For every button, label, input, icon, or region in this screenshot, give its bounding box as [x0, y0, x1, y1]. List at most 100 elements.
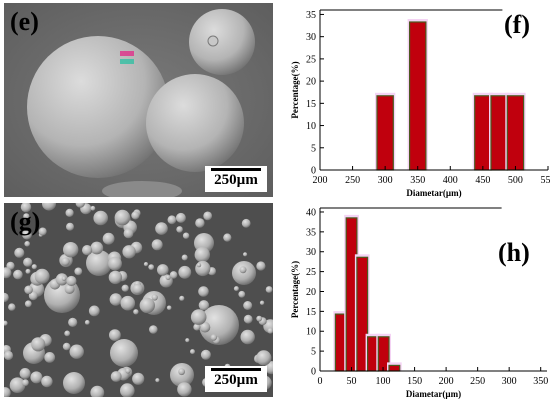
x-tick-label: 300: [378, 175, 393, 186]
sem-particle: [110, 339, 138, 367]
sem-particle: [75, 203, 85, 208]
sem-particle: [24, 285, 33, 295]
sem-particle: [238, 290, 246, 298]
bar: [490, 95, 508, 171]
sem-particle: [63, 372, 85, 394]
sem-particle: [22, 379, 29, 387]
sem-particle: [61, 276, 67, 281]
y-tick-label: 5: [311, 143, 316, 154]
y-tick-label: 10: [306, 327, 316, 338]
sem-particle: [34, 268, 50, 284]
sem-particle: [66, 275, 77, 287]
y-tick-label: 20: [306, 77, 316, 88]
sem-particle: [132, 372, 145, 385]
sem-particle: [267, 327, 273, 334]
sem-particle: [25, 268, 31, 274]
sem-particle: [8, 303, 16, 311]
sem-particle: [148, 264, 155, 270]
sem-particle: [195, 260, 211, 277]
sem-particle: [190, 309, 207, 325]
x-tick-label: 400: [443, 175, 458, 186]
sem-particle: [200, 349, 211, 360]
y-tick-label: 25: [306, 54, 316, 65]
sem-particle: [256, 315, 263, 322]
y-axis-label: Percentage(%): [290, 261, 300, 318]
x-axis-label: Diametar(µm): [406, 188, 461, 198]
sem-particle: [61, 257, 70, 266]
y-tick-label: 40: [306, 207, 316, 218]
sem-particle: [181, 254, 188, 261]
x-tick-label: 350: [410, 175, 425, 186]
x-tick-label: 100: [376, 376, 391, 387]
sem-particle: [4, 350, 14, 361]
sem-particle: [199, 305, 239, 345]
sem-particle: [166, 305, 172, 311]
x-tick-label: 500: [508, 175, 523, 186]
sem-image-e: (e) 250µm: [4, 3, 273, 197]
sem-particle: [62, 342, 71, 351]
sem-particle: [86, 250, 112, 276]
histogram-h: 0 5 10 15 20 25 30 35 40 0 50 100 150 200 250 300 350 Dia…: [278, 200, 550, 401]
sem-particle: [243, 252, 248, 257]
sem-particle: [93, 210, 108, 226]
panel-label-f: (f): [504, 10, 530, 39]
sem-particle: [24, 300, 32, 308]
sem-particle: [31, 264, 37, 270]
sem-particle: [90, 205, 96, 211]
sem-particle: [24, 241, 31, 247]
sem-particle: [193, 323, 201, 331]
sem-particle: [122, 245, 136, 259]
sem-particle: [190, 349, 195, 355]
sem-particle: [4, 320, 8, 326]
sem-particle: [38, 227, 47, 236]
histogram-f: 0 5 10 15 20 25 30 35 200 250 300 350 400 450 500 550 Di…: [278, 0, 550, 200]
sem-particle: [185, 338, 190, 343]
sem-particle: [110, 371, 122, 382]
sem-particle: [243, 314, 253, 324]
sem-particle: [233, 286, 239, 292]
scale-bar-label-e: 250µm: [214, 172, 258, 188]
y-tick-label: 30: [306, 247, 316, 258]
sem-particle: [20, 203, 32, 213]
sem-particle: [109, 293, 123, 306]
sem-particle: [44, 352, 56, 363]
y-tick-label: 0: [311, 367, 316, 378]
sem-particle: [151, 239, 163, 251]
scale-bar-line-g: [211, 368, 261, 371]
sem-particle: [68, 317, 78, 327]
sem-particle: [155, 222, 168, 235]
x-tick-label: 150: [407, 376, 422, 387]
sem-particle: [120, 295, 136, 311]
y-tick-label: 10: [306, 121, 316, 132]
sem-particle: [66, 222, 74, 231]
sem-particle: [175, 212, 186, 223]
sem-particle: [223, 233, 232, 242]
sem-particle: [149, 325, 158, 334]
x-tick-label: 550: [541, 175, 550, 186]
sem-particle: [243, 301, 253, 310]
sem-particle: [88, 305, 100, 317]
sem-particle: [169, 271, 178, 279]
bar: [376, 95, 394, 171]
sem-particle: [4, 387, 11, 397]
sem-particle: [199, 321, 211, 333]
sem-particle: [194, 247, 210, 263]
sem-particle: [178, 368, 186, 376]
sem-particle: [14, 247, 25, 258]
sem-particle: [64, 284, 75, 294]
x-tick-label: 250: [345, 175, 360, 186]
sem-particle: [239, 266, 247, 274]
sem-particle: [241, 218, 251, 228]
sem-micrograph-e: [4, 3, 273, 197]
sem-particle: [4, 267, 12, 279]
sem-particle: [42, 203, 56, 211]
y-axis-label: Percentage(%): [290, 61, 300, 118]
sem-particle: [143, 262, 149, 267]
scale-bar-label-g: 250µm: [214, 372, 258, 388]
histogram-f-svg: 0 5 10 15 20 25 30 35 200 250 300 350 400 450 500 550 Di…: [290, 9, 550, 198]
sem-particle: [114, 209, 131, 226]
sem-particle: [131, 211, 140, 220]
sem-particle: [13, 269, 23, 280]
sem-particle: [65, 208, 74, 217]
scale-bar-e: 250µm: [205, 166, 267, 192]
